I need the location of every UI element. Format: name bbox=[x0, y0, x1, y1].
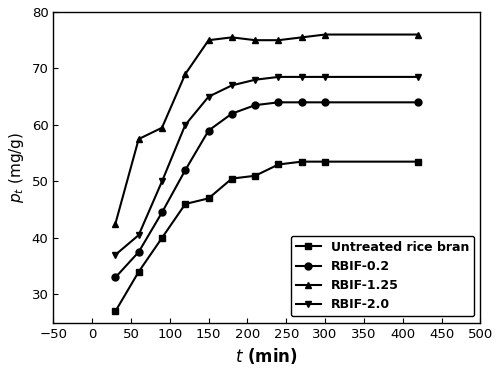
Untreated rice bran bbox=[136, 270, 141, 274]
RBIF-2.0 bbox=[252, 78, 258, 82]
RBIF-2.0 bbox=[276, 75, 281, 79]
RBIF-2.0 bbox=[416, 75, 422, 79]
RBIF-2.0 bbox=[229, 83, 235, 88]
RBIF-0.2 bbox=[229, 112, 235, 116]
RBIF-0.2 bbox=[416, 100, 422, 104]
Line: RBIF-1.25: RBIF-1.25 bbox=[112, 31, 422, 227]
X-axis label: $t$ (min): $t$ (min) bbox=[236, 346, 298, 366]
RBIF-1.25 bbox=[416, 32, 422, 37]
RBIF-1.25 bbox=[206, 38, 212, 43]
Line: RBIF-2.0: RBIF-2.0 bbox=[112, 73, 422, 258]
Untreated rice bran bbox=[252, 173, 258, 178]
RBIF-2.0 bbox=[136, 233, 141, 237]
Untreated rice bran bbox=[276, 162, 281, 167]
RBIF-1.25 bbox=[182, 72, 188, 76]
RBIF-0.2 bbox=[182, 168, 188, 172]
Untreated rice bran bbox=[206, 196, 212, 201]
RBIF-0.2 bbox=[136, 250, 141, 254]
RBIF-0.2 bbox=[322, 100, 328, 104]
RBIF-1.25 bbox=[229, 35, 235, 40]
RBIF-2.0 bbox=[299, 75, 305, 79]
Line: RBIF-0.2: RBIF-0.2 bbox=[112, 99, 422, 281]
RBIF-1.25 bbox=[276, 38, 281, 43]
RBIF-0.2 bbox=[159, 210, 165, 215]
RBIF-0.2 bbox=[276, 100, 281, 104]
RBIF-1.25 bbox=[252, 38, 258, 43]
RBIF-2.0 bbox=[112, 253, 118, 257]
RBIF-0.2 bbox=[252, 103, 258, 107]
RBIF-1.25 bbox=[299, 35, 305, 40]
RBIF-0.2 bbox=[206, 128, 212, 133]
RBIF-2.0 bbox=[159, 179, 165, 184]
Untreated rice bran bbox=[322, 159, 328, 164]
RBIF-1.25 bbox=[322, 32, 328, 37]
Untreated rice bran bbox=[182, 202, 188, 206]
Y-axis label: $p_t$ (mg/g): $p_t$ (mg/g) bbox=[7, 132, 26, 203]
Untreated rice bran bbox=[159, 236, 165, 240]
Untreated rice bran bbox=[112, 309, 118, 314]
RBIF-1.25 bbox=[112, 222, 118, 226]
RBIF-0.2 bbox=[112, 275, 118, 280]
Legend: Untreated rice bran, RBIF-0.2, RBIF-1.25, RBIF-2.0: Untreated rice bran, RBIF-0.2, RBIF-1.25… bbox=[291, 236, 474, 316]
RBIF-0.2 bbox=[299, 100, 305, 104]
Untreated rice bran bbox=[416, 159, 422, 164]
RBIF-2.0 bbox=[322, 75, 328, 79]
RBIF-2.0 bbox=[206, 94, 212, 99]
RBIF-1.25 bbox=[159, 125, 165, 130]
RBIF-1.25 bbox=[136, 137, 141, 141]
RBIF-2.0 bbox=[182, 123, 188, 127]
Line: Untreated rice bran: Untreated rice bran bbox=[112, 158, 422, 315]
Untreated rice bran bbox=[299, 159, 305, 164]
Untreated rice bran bbox=[229, 176, 235, 181]
